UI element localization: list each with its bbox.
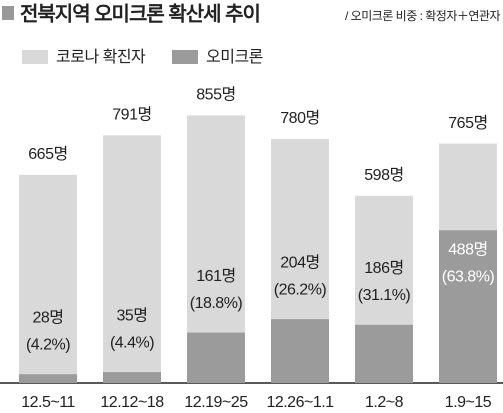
legend-swatch [22,50,48,64]
value-label: 488명 [448,240,487,258]
x-tick-label: 1.9~15 [445,394,492,411]
value-label: 780명 [280,109,319,127]
bar-omicron [187,332,245,383]
value-label: 35명 [116,306,147,324]
share-label: (31.1%) [358,287,411,304]
value-label: 855명 [196,86,235,104]
share-label: (26.2%) [274,281,327,298]
bar-omicron [19,374,77,383]
x-tick-label: 12.5~11 [21,394,75,411]
value-label: 161명 [196,267,235,285]
title-marker [2,6,14,20]
x-tick-label: 12.12~18 [100,394,164,411]
value-label: 665명 [28,145,67,163]
value-label: 186명 [364,259,403,277]
legend-swatch [172,50,198,64]
x-tick-label: 12.26~1.1 [266,394,334,411]
value-label: 791명 [112,106,151,124]
bar-omicron [355,324,413,383]
value-label: 28명 [32,308,63,326]
value-label: 765명 [448,114,487,132]
legend-label: 코로나 확진자 [56,48,146,66]
share-label: (4.4%) [110,334,154,351]
bar-total [19,174,77,383]
x-tick-label: 12.19~25 [184,394,248,411]
share-label: (4.2%) [26,336,70,353]
chart-title: 전북지역 오미크론 확산세 추이 [20,1,260,25]
bar-total [103,135,161,383]
bar-omicron [271,319,329,383]
share-label: (18.8%) [190,295,243,312]
x-tick-label: 1.2~8 [365,394,404,411]
chart-subtitle: / 오미크론 비중 : 확정자＋연관자 [345,9,500,23]
value-label: 598명 [364,166,403,184]
bar-omicron [103,372,161,383]
legend-label: 오미크론 [206,48,263,66]
value-label: 204명 [280,253,319,271]
share-label: (63.8%) [442,268,495,285]
bar-omicron [439,230,497,383]
